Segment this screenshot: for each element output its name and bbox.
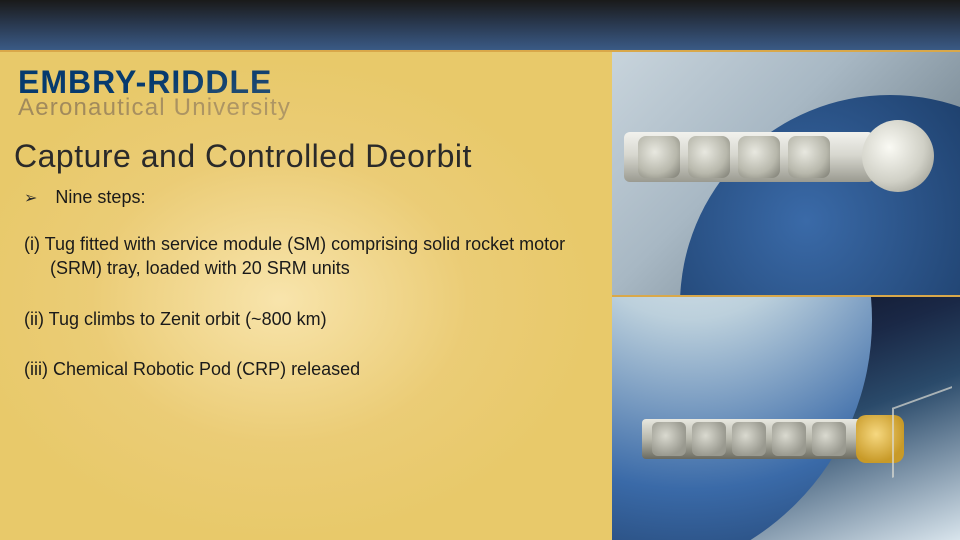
slide-content: Capture and Controlled Deorbit ➢ Nine st… [0,120,612,381]
spacecraft-crp-icon [642,397,952,477]
top-illustration [612,52,960,297]
bottom-illustration [612,297,960,540]
spacecraft-tug-icon [624,94,934,214]
bullet-label: Nine steps: [55,187,145,208]
bullet-icon: ➢ [24,188,37,208]
step-i: (i) Tug fitted with service module (SM) … [14,232,588,281]
step-ii: (ii) Tug climbs to Zenit orbit (~800 km) [14,307,588,331]
slide-title: Capture and Controlled Deorbit [14,138,588,175]
bullet-row: ➢ Nine steps: [14,187,588,208]
image-column [612,52,960,540]
top-bar [0,0,960,52]
step-iii: (iii) Chemical Robotic Pod (CRP) release… [14,357,588,381]
